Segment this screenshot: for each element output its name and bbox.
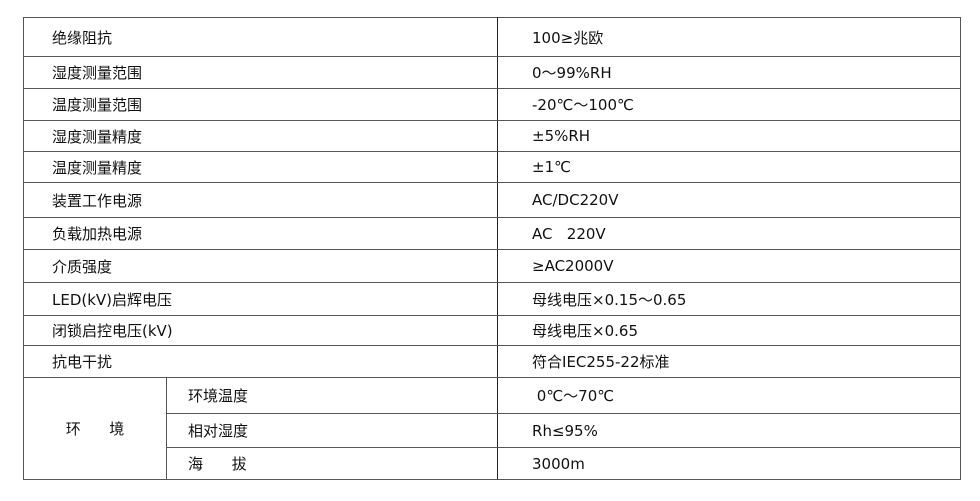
table-row: 装置工作电源 AC/DC220V <box>22 182 961 218</box>
table-row: 介质强度 ≥AC2000V <box>22 249 961 283</box>
environment-label: 环 境 <box>23 377 167 480</box>
spec-label: 湿度测量精度 <box>22 120 499 152</box>
table-row: 海 拔 3000m <box>24 447 961 480</box>
table-row: 相对湿度 Rh≤95% <box>24 413 961 448</box>
spec-value: ±5%RH <box>497 120 961 152</box>
table-row: 湿度测量精度 ±5%RH <box>22 120 961 152</box>
spec-label: LED(kV)启辉电压 <box>22 282 499 316</box>
environment-item-value: 0℃～70℃ <box>497 377 961 414</box>
table-row: 负载加热电源 AC 220V <box>22 217 961 250</box>
table-row: 闭锁启控电压(kV) 母线电压×0.65 <box>22 315 961 346</box>
spec-value: AC/DC220V <box>497 182 961 218</box>
spec-label: 湿度测量范围 <box>22 56 499 89</box>
spec-value: AC 220V <box>497 217 961 250</box>
table-row: 湿度测量范围 0～99%RH <box>22 56 961 89</box>
spec-value: ±1℃ <box>497 151 961 183</box>
spec-label: 温度测量范围 <box>22 88 499 121</box>
spec-label: 负载加热电源 <box>22 217 499 250</box>
spec-label: 装置工作电源 <box>22 182 499 218</box>
table-row: 温度测量精度 ±1℃ <box>22 151 961 183</box>
spec-value: 100≥兆欧 <box>497 17 961 57</box>
spec-label: 闭锁启控电压(kV) <box>22 315 499 346</box>
spec-value: 符合IEC255-22标准 <box>497 345 961 378</box>
spec-value: 母线电压×0.15～0.65 <box>497 282 961 316</box>
spec-value: -20℃～100℃ <box>497 88 961 121</box>
table-row: 温度测量范围 -20℃～100℃ <box>22 88 961 121</box>
spec-value: ≥AC2000V <box>497 249 961 283</box>
spec-value: 母线电压×0.65 <box>497 315 961 346</box>
spec-label: 绝缘阻抗 <box>22 17 499 57</box>
table-row: 抗电干扰 符合IEC255-22标准 <box>22 345 961 378</box>
environment-item-value: Rh≤95% <box>497 413 961 448</box>
spec-label: 介质强度 <box>22 249 499 283</box>
table-row: 环 境环境温度 0℃～70℃ <box>23 377 961 480</box>
environment-item-value: 3000m <box>497 447 961 480</box>
environment-item-label: 海 拔 <box>165 447 499 480</box>
spec-value: 0～99%RH <box>497 56 961 89</box>
table-row: 绝缘阻抗 100≥兆欧 <box>22 17 961 57</box>
environment-item-label: 环境温度 <box>165 377 499 414</box>
table-row: LED(kV)启辉电压 母线电压×0.15～0.65 <box>22 282 961 316</box>
environment-item-label: 相对湿度 <box>165 413 499 448</box>
spec-table: 绝缘阻抗 100≥兆欧 湿度测量范围 0～99%RH 温度测量范围 -20℃～100℃ 湿度… <box>22 17 961 480</box>
spec-label: 温度测量精度 <box>22 151 499 183</box>
spec-label: 抗电干扰 <box>22 345 499 378</box>
